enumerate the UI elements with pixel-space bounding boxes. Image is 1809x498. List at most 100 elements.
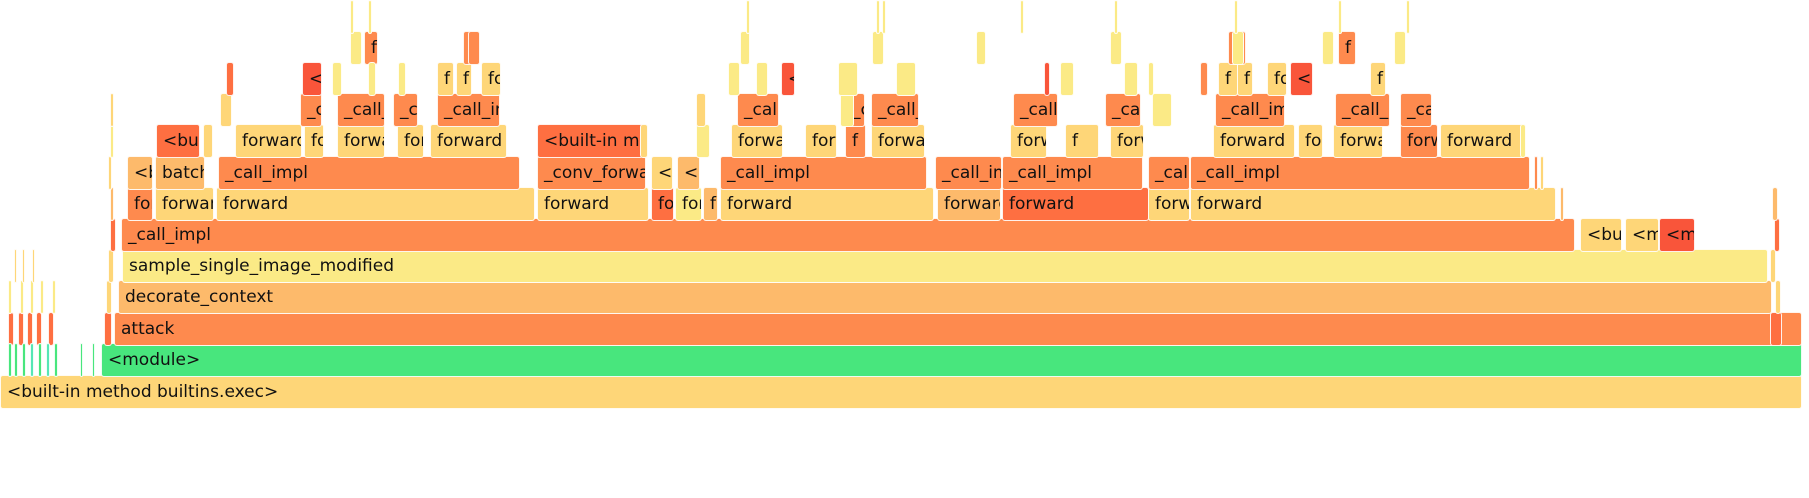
- frame-forward[interactable]: forward: [155, 187, 214, 221]
- frame-sliver[interactable]: [1560, 187, 1564, 221]
- frame-sliver[interactable]: [27, 312, 33, 346]
- frame-sliver[interactable]: [1152, 93, 1172, 127]
- frame-forward[interactable]: f: [364, 31, 378, 65]
- frame-forward[interactable]: forward: [731, 124, 783, 158]
- frame-sliver[interactable]: [40, 280, 44, 314]
- frame-forward[interactable]: forward: [675, 187, 702, 221]
- frame-forward[interactable]: forward: [871, 124, 925, 158]
- frame-forward[interactable]: forward: [1333, 124, 1383, 158]
- frame-forward[interactable]: f: [1338, 31, 1356, 65]
- frame-decorate-context[interactable]: decorate_context: [118, 280, 1772, 314]
- frame-sliver[interactable]: [14, 343, 18, 377]
- frame-sliver[interactable]: [108, 156, 112, 190]
- frame-sliver[interactable]: [1772, 187, 1778, 221]
- frame-sliver[interactable]: [1774, 218, 1780, 252]
- frame-sliver[interactable]: [746, 0, 750, 34]
- frame-call-impl[interactable]: _call_impl: [1013, 93, 1058, 127]
- frame-forward[interactable]: forward: [1148, 187, 1190, 221]
- frame-builtin-bu[interactable]: <bu: [302, 62, 322, 96]
- frame-sample-single-image-modified[interactable]: sample_single_image_modified: [122, 249, 1768, 283]
- frame-sliver[interactable]: [1110, 31, 1122, 65]
- frame-sliver[interactable]: [696, 124, 710, 158]
- frame-forward[interactable]: f: [437, 62, 454, 96]
- frame-sliver[interactable]: [52, 280, 56, 314]
- frame-sliver[interactable]: [368, 62, 376, 96]
- frame-forward[interactable]: f: [845, 124, 866, 158]
- frame-forward[interactable]: forward: [720, 187, 934, 221]
- frame-call-impl[interactable]: _call_impl: [737, 93, 779, 127]
- frame-call-impl[interactable]: _call_impl: [1400, 93, 1432, 127]
- frame-sliver[interactable]: [30, 343, 34, 377]
- frame-builtin-m-red[interactable]: <m: [1659, 218, 1695, 252]
- frame-sliver[interactable]: [1060, 62, 1074, 96]
- frame-sliver[interactable]: [350, 31, 362, 65]
- frame-sliver[interactable]: [1232, 31, 1244, 65]
- frame-sliver[interactable]: [48, 312, 54, 346]
- frame-sliver[interactable]: [1044, 62, 1050, 96]
- frame-forward[interactable]: forward: [1298, 124, 1323, 158]
- frame-builtin-method[interactable]: <built-in m: [537, 124, 643, 158]
- frame-sliver[interactable]: [468, 31, 480, 65]
- frame-sliver[interactable]: [38, 343, 42, 377]
- frame-forward[interactable]: forward: [805, 124, 837, 158]
- frame-forward[interactable]: forward: [1010, 124, 1047, 158]
- frame-sliver[interactable]: [740, 31, 750, 65]
- frame-builtin-m[interactable]: <m: [1625, 218, 1659, 252]
- frame-call-impl[interactable]: _call_impl: [337, 93, 385, 127]
- frame-call-impl[interactable]: _call_impl: [393, 93, 418, 127]
- frame-sliver[interactable]: [1234, 0, 1238, 34]
- frame-builtin-bu[interactable]: <bu: [651, 156, 673, 190]
- frame-forward[interactable]: forward: [1440, 124, 1525, 158]
- frame-call-impl[interactable]: _call_impl: [121, 218, 1575, 252]
- frame-sliver[interactable]: [1520, 124, 1526, 158]
- frame-sliver[interactable]: [640, 124, 648, 158]
- frame-call-impl[interactable]: _call_impl: [1215, 93, 1285, 127]
- frame-builtin-bu[interactable]: <bu: [781, 62, 795, 96]
- frame-sliver[interactable]: [104, 312, 112, 346]
- frame-sliver[interactable]: [8, 343, 12, 377]
- frame-forward[interactable]: f: [1200, 62, 1208, 96]
- frame-sliver[interactable]: [368, 0, 372, 34]
- frame-sliver[interactable]: [398, 62, 406, 96]
- frame-forward[interactable]: forward: [1002, 187, 1149, 221]
- frame-call-impl[interactable]: _call_impl: [1335, 93, 1390, 127]
- frame-sliver[interactable]: [1394, 31, 1406, 65]
- frame-sliver[interactable]: [22, 343, 26, 377]
- frame-sliver[interactable]: [18, 312, 24, 346]
- frame-sliver[interactable]: [840, 93, 854, 127]
- frame-call-impl[interactable]: _call_impl: [1148, 156, 1190, 190]
- frame-sliver[interactable]: [110, 187, 114, 221]
- frame-sliver[interactable]: [1124, 62, 1138, 96]
- frame-forward[interactable]: f: [456, 62, 472, 96]
- frame-sliver[interactable]: [1770, 249, 1776, 283]
- frame-sliver[interactable]: [30, 280, 34, 314]
- frame-sliver[interactable]: [14, 249, 17, 283]
- frame-sliver[interactable]: [220, 93, 232, 127]
- frame-builtin-exec[interactable]: <built-in method builtins.exec>: [0, 375, 1802, 409]
- frame-forward[interactable]: forward: [235, 124, 302, 158]
- frame-forward[interactable]: forward: [1190, 187, 1556, 221]
- frame-sliver[interactable]: [106, 280, 112, 314]
- frame-sliver[interactable]: [876, 0, 880, 34]
- frame-builtin-bu[interactable]: <bu: [127, 156, 153, 190]
- frame-sliver[interactable]: [1775, 280, 1781, 314]
- frame-forward[interactable]: f: [1218, 62, 1238, 96]
- frame-call-impl[interactable]: _call_impl: [1105, 93, 1141, 127]
- frame-call-impl[interactable]: _call_impl: [720, 156, 927, 190]
- frame-sliver[interactable]: [108, 249, 114, 283]
- frame-call-impl[interactable]: _call_impl: [1002, 156, 1143, 190]
- frame-forward[interactable]: forward: [1267, 62, 1287, 96]
- frame-sliver[interactable]: [8, 312, 14, 346]
- frame-sliver[interactable]: [110, 124, 114, 158]
- frame-forward[interactable]: forward: [1213, 124, 1295, 158]
- frame-forward[interactable]: forward: [1110, 124, 1144, 158]
- frame-forward[interactable]: forward: [937, 187, 1001, 221]
- frame-sliver[interactable]: [1406, 0, 1410, 34]
- frame-sliver[interactable]: [110, 218, 116, 252]
- frame-sliver[interactable]: [22, 249, 25, 283]
- frame-sliver[interactable]: [332, 62, 342, 96]
- frame-sliver[interactable]: [1540, 156, 1544, 190]
- frame-sliver[interactable]: [92, 343, 95, 377]
- frame-sliver[interactable]: [696, 93, 706, 127]
- frame-builtin-bu[interactable]: <bu: [1580, 218, 1622, 252]
